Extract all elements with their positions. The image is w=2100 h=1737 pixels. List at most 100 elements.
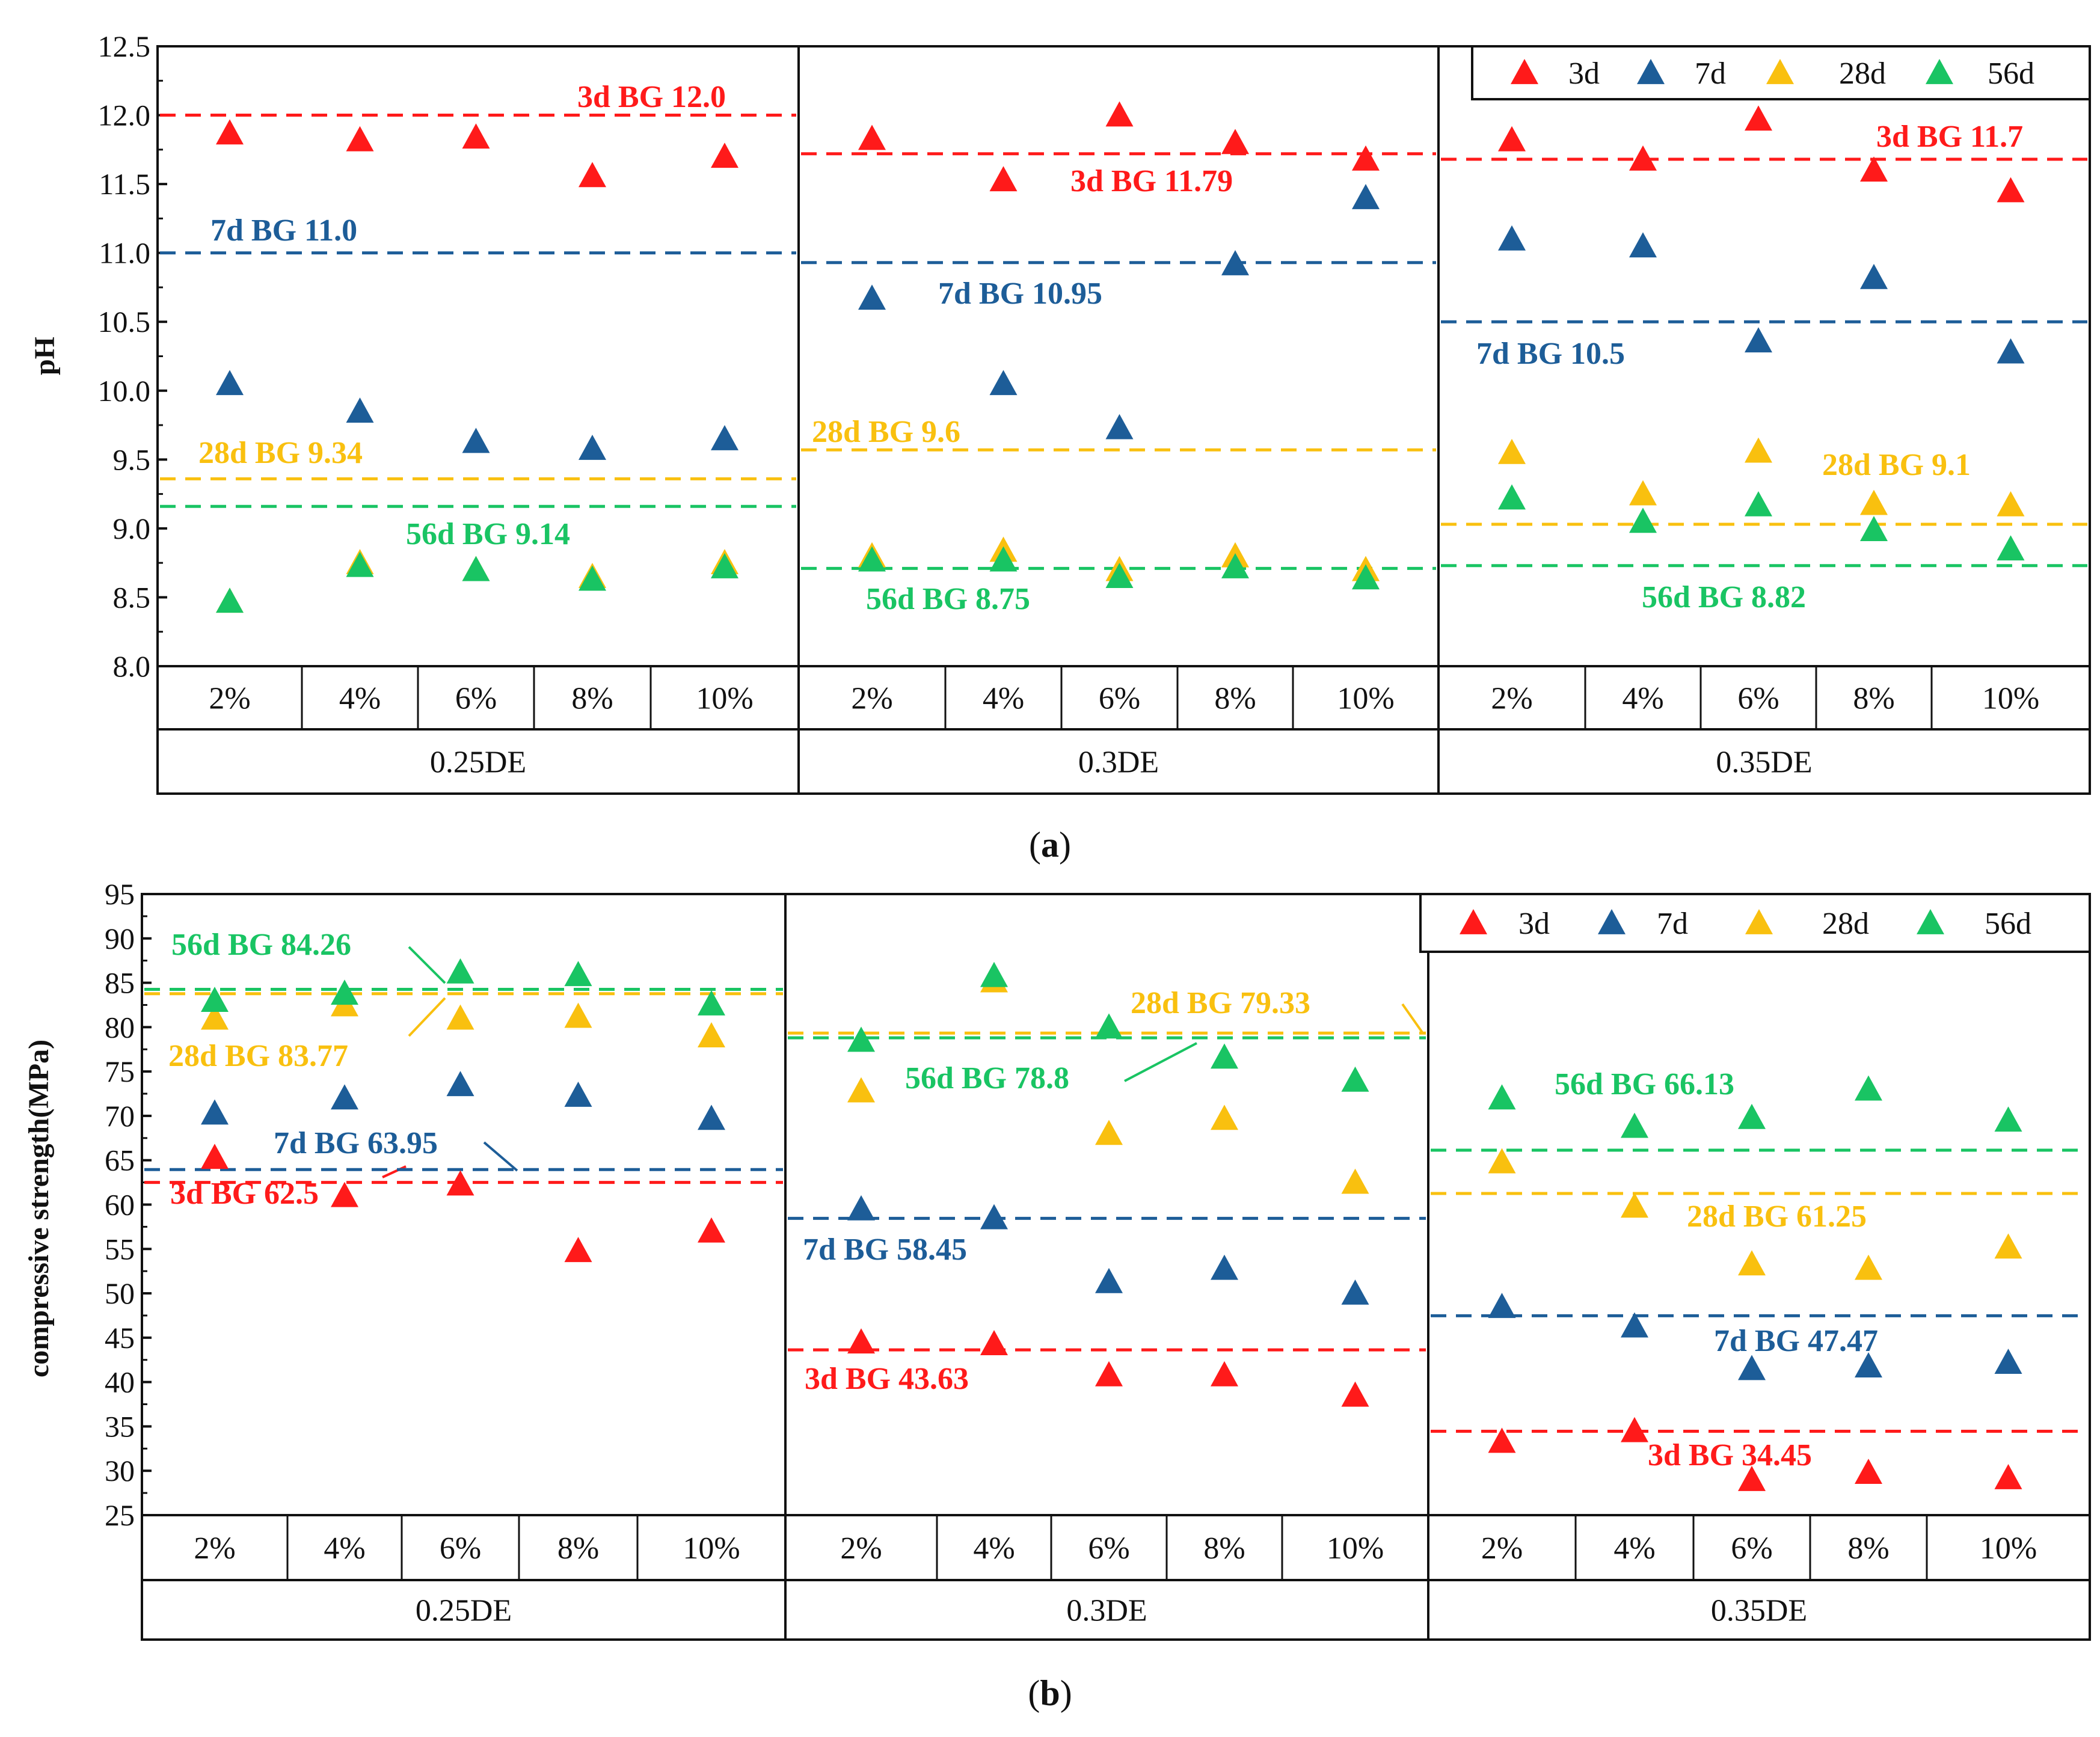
panel-a-point-3d [1105, 101, 1134, 127]
panel-a-point-56d [1997, 535, 2025, 561]
panel-b-caption-open: ( [1028, 1673, 1040, 1713]
panel-b-point-28d [1211, 1104, 1238, 1130]
panel-b-point-3d [1341, 1381, 1369, 1407]
panel-a-legend-marker-28d [1766, 59, 1794, 84]
panel-b-category-label: 2% [194, 1531, 235, 1566]
panel-b-point-7d [1211, 1254, 1238, 1280]
panel-b-point-28d [564, 1002, 592, 1028]
panel-b-group-label: 0.3DE [1066, 1594, 1147, 1628]
panel-b-point-3d [1488, 1427, 1516, 1453]
panel-a-point-28d [1860, 489, 1888, 515]
panel-b-baseline-label-28d: 28d BG 83.77 [168, 1039, 348, 1073]
panel-b-point-7d [1738, 1355, 1766, 1380]
panel-a-baseline-label-28d: 28d BG 9.34 [198, 436, 363, 470]
panel-a-point-28d [1745, 437, 1772, 463]
panel-b-category-label: 4% [973, 1531, 1015, 1566]
panel-b-callout-7d [483, 1141, 518, 1172]
panel-b-baseline-label-56d: 56d BG 84.26 [171, 928, 351, 962]
panel-b-point-3d [1738, 1465, 1766, 1491]
panel-b-callout-56d [408, 946, 446, 984]
panel-a-point-7d [1221, 250, 1249, 275]
panel-b-point-3d [698, 1217, 725, 1243]
panel-b-y-tick-label: 65 [105, 1144, 135, 1177]
panel-b-callout-56d [1124, 1042, 1197, 1082]
panel-b-category-label: 6% [440, 1531, 481, 1566]
panel-b-group-label: 0.35DE [1711, 1594, 1807, 1628]
panel-b-point-3d [1211, 1361, 1238, 1386]
panel-b-legend-marker-28d [1745, 909, 1773, 934]
panel-b-y-tick-label: 85 [105, 966, 135, 1000]
panel-b-point-56d [201, 987, 229, 1012]
panel-a-group-label: 0.25DE [430, 746, 526, 780]
panel-b-point-7d [1994, 1349, 2022, 1374]
panel-b-category-label: 2% [1481, 1531, 1523, 1566]
panel-b-point-3d [1621, 1417, 1648, 1442]
panel-a-y-tick-label: 10.0 [98, 374, 151, 408]
panel-b-y-tick-label: 25 [105, 1498, 135, 1532]
panel-b-point-56d [1211, 1043, 1238, 1069]
panel-b-point-56d [847, 1026, 875, 1052]
panel-b-caption: (b) [1028, 1673, 1072, 1713]
panel-a-point-56d [1105, 563, 1134, 588]
panel-a-point-56d [579, 565, 606, 591]
panel-b-point-56d [1738, 1103, 1766, 1129]
panel-a-y-tick-label: 9.0 [113, 512, 151, 545]
panel-b-legend-marker-7d [1598, 909, 1626, 934]
panel-b-frame [141, 893, 2091, 1641]
panel-b-point-7d [1095, 1267, 1123, 1293]
panel-b-point-7d [564, 1081, 592, 1107]
panel-b-point-28d [1855, 1254, 1882, 1280]
panel-b-point-28d [698, 1022, 725, 1047]
panel-b-point-28d [446, 1004, 474, 1030]
panel-a-point-7d [579, 435, 606, 460]
panel-b-point-56d [1488, 1084, 1516, 1110]
panel-b-category-label: 6% [1731, 1531, 1772, 1566]
panel-a-category-label: 10% [1982, 682, 2039, 716]
panel-b-baseline-label-3d: 3d BG 62.5 [170, 1177, 319, 1211]
panel-a-caption-close: ) [1059, 825, 1071, 865]
panel-a-group-label: 0.3DE [1078, 746, 1159, 780]
panel-b-point-56d [1994, 1106, 2022, 1132]
panel-b-baseline-label-3d: 3d BG 43.63 [805, 1362, 969, 1396]
panel-a-point-56d [1221, 553, 1249, 578]
panel-a-point-56d [858, 546, 886, 572]
panel-b-y-tick-label: 75 [105, 1055, 135, 1088]
panel-a-caption-open: ( [1029, 825, 1041, 865]
panel-b-category-label: 10% [683, 1531, 740, 1566]
panel-b-point-7d [1341, 1279, 1369, 1305]
panel-b-point-7d [446, 1071, 474, 1097]
panel-b-point-3d [847, 1328, 875, 1354]
panel-a-point-3d [1629, 145, 1657, 171]
panel-b-baseline-label-7d: 7d BG 47.47 [1714, 1324, 1878, 1358]
panel-a-point-28d [1498, 438, 1526, 464]
panel-a-baseline-label-7d: 7d BG 10.5 [1476, 337, 1625, 371]
panel-b-point-28d [1341, 1168, 1369, 1194]
panel-a-category-label: 2% [1491, 682, 1532, 716]
panel-a-baseline-label-56d: 56d BG 9.14 [406, 517, 570, 551]
panel-a-point-3d [1498, 126, 1526, 152]
panel-b-legend [1419, 893, 2091, 953]
panel-b-point-7d [847, 1195, 875, 1221]
panel-b-baseline-label-56d: 56d BG 78.8 [905, 1061, 1069, 1095]
panel-b-legend-label-7d: 7d [1657, 907, 1688, 941]
panel-b-category-label: 8% [557, 1531, 599, 1566]
panel-b-point-3d [1095, 1361, 1123, 1386]
panel-b-y-tick-label: 55 [105, 1232, 135, 1266]
panel-a-point-3d [1221, 129, 1249, 155]
panel-b-point-56d [1855, 1075, 1882, 1101]
panel-a-y-tick-label: 11.0 [99, 236, 150, 270]
panel-b-point-56d [698, 990, 725, 1016]
panel-a-point-56d [462, 556, 490, 581]
panel-a-y-tick-label: 12.5 [98, 29, 151, 63]
panel-a-point-7d [1860, 263, 1888, 289]
panel-b-legend-label-28d: 28d [1822, 907, 1869, 941]
panel-b-point-28d [201, 1004, 229, 1030]
panel-b-category-label: 8% [1203, 1531, 1245, 1566]
panel-b-caption-letter: b [1040, 1673, 1060, 1713]
panel-b-point-3d [331, 1181, 358, 1207]
panel-b-point-28d [1095, 1120, 1123, 1145]
panel-b-y-tick-label: 50 [105, 1276, 135, 1310]
panel-a-point-3d [579, 162, 606, 188]
panel-b-baseline-label-7d: 7d BG 58.45 [803, 1233, 967, 1267]
panel-a-y-tick-label: 11.5 [99, 167, 150, 201]
